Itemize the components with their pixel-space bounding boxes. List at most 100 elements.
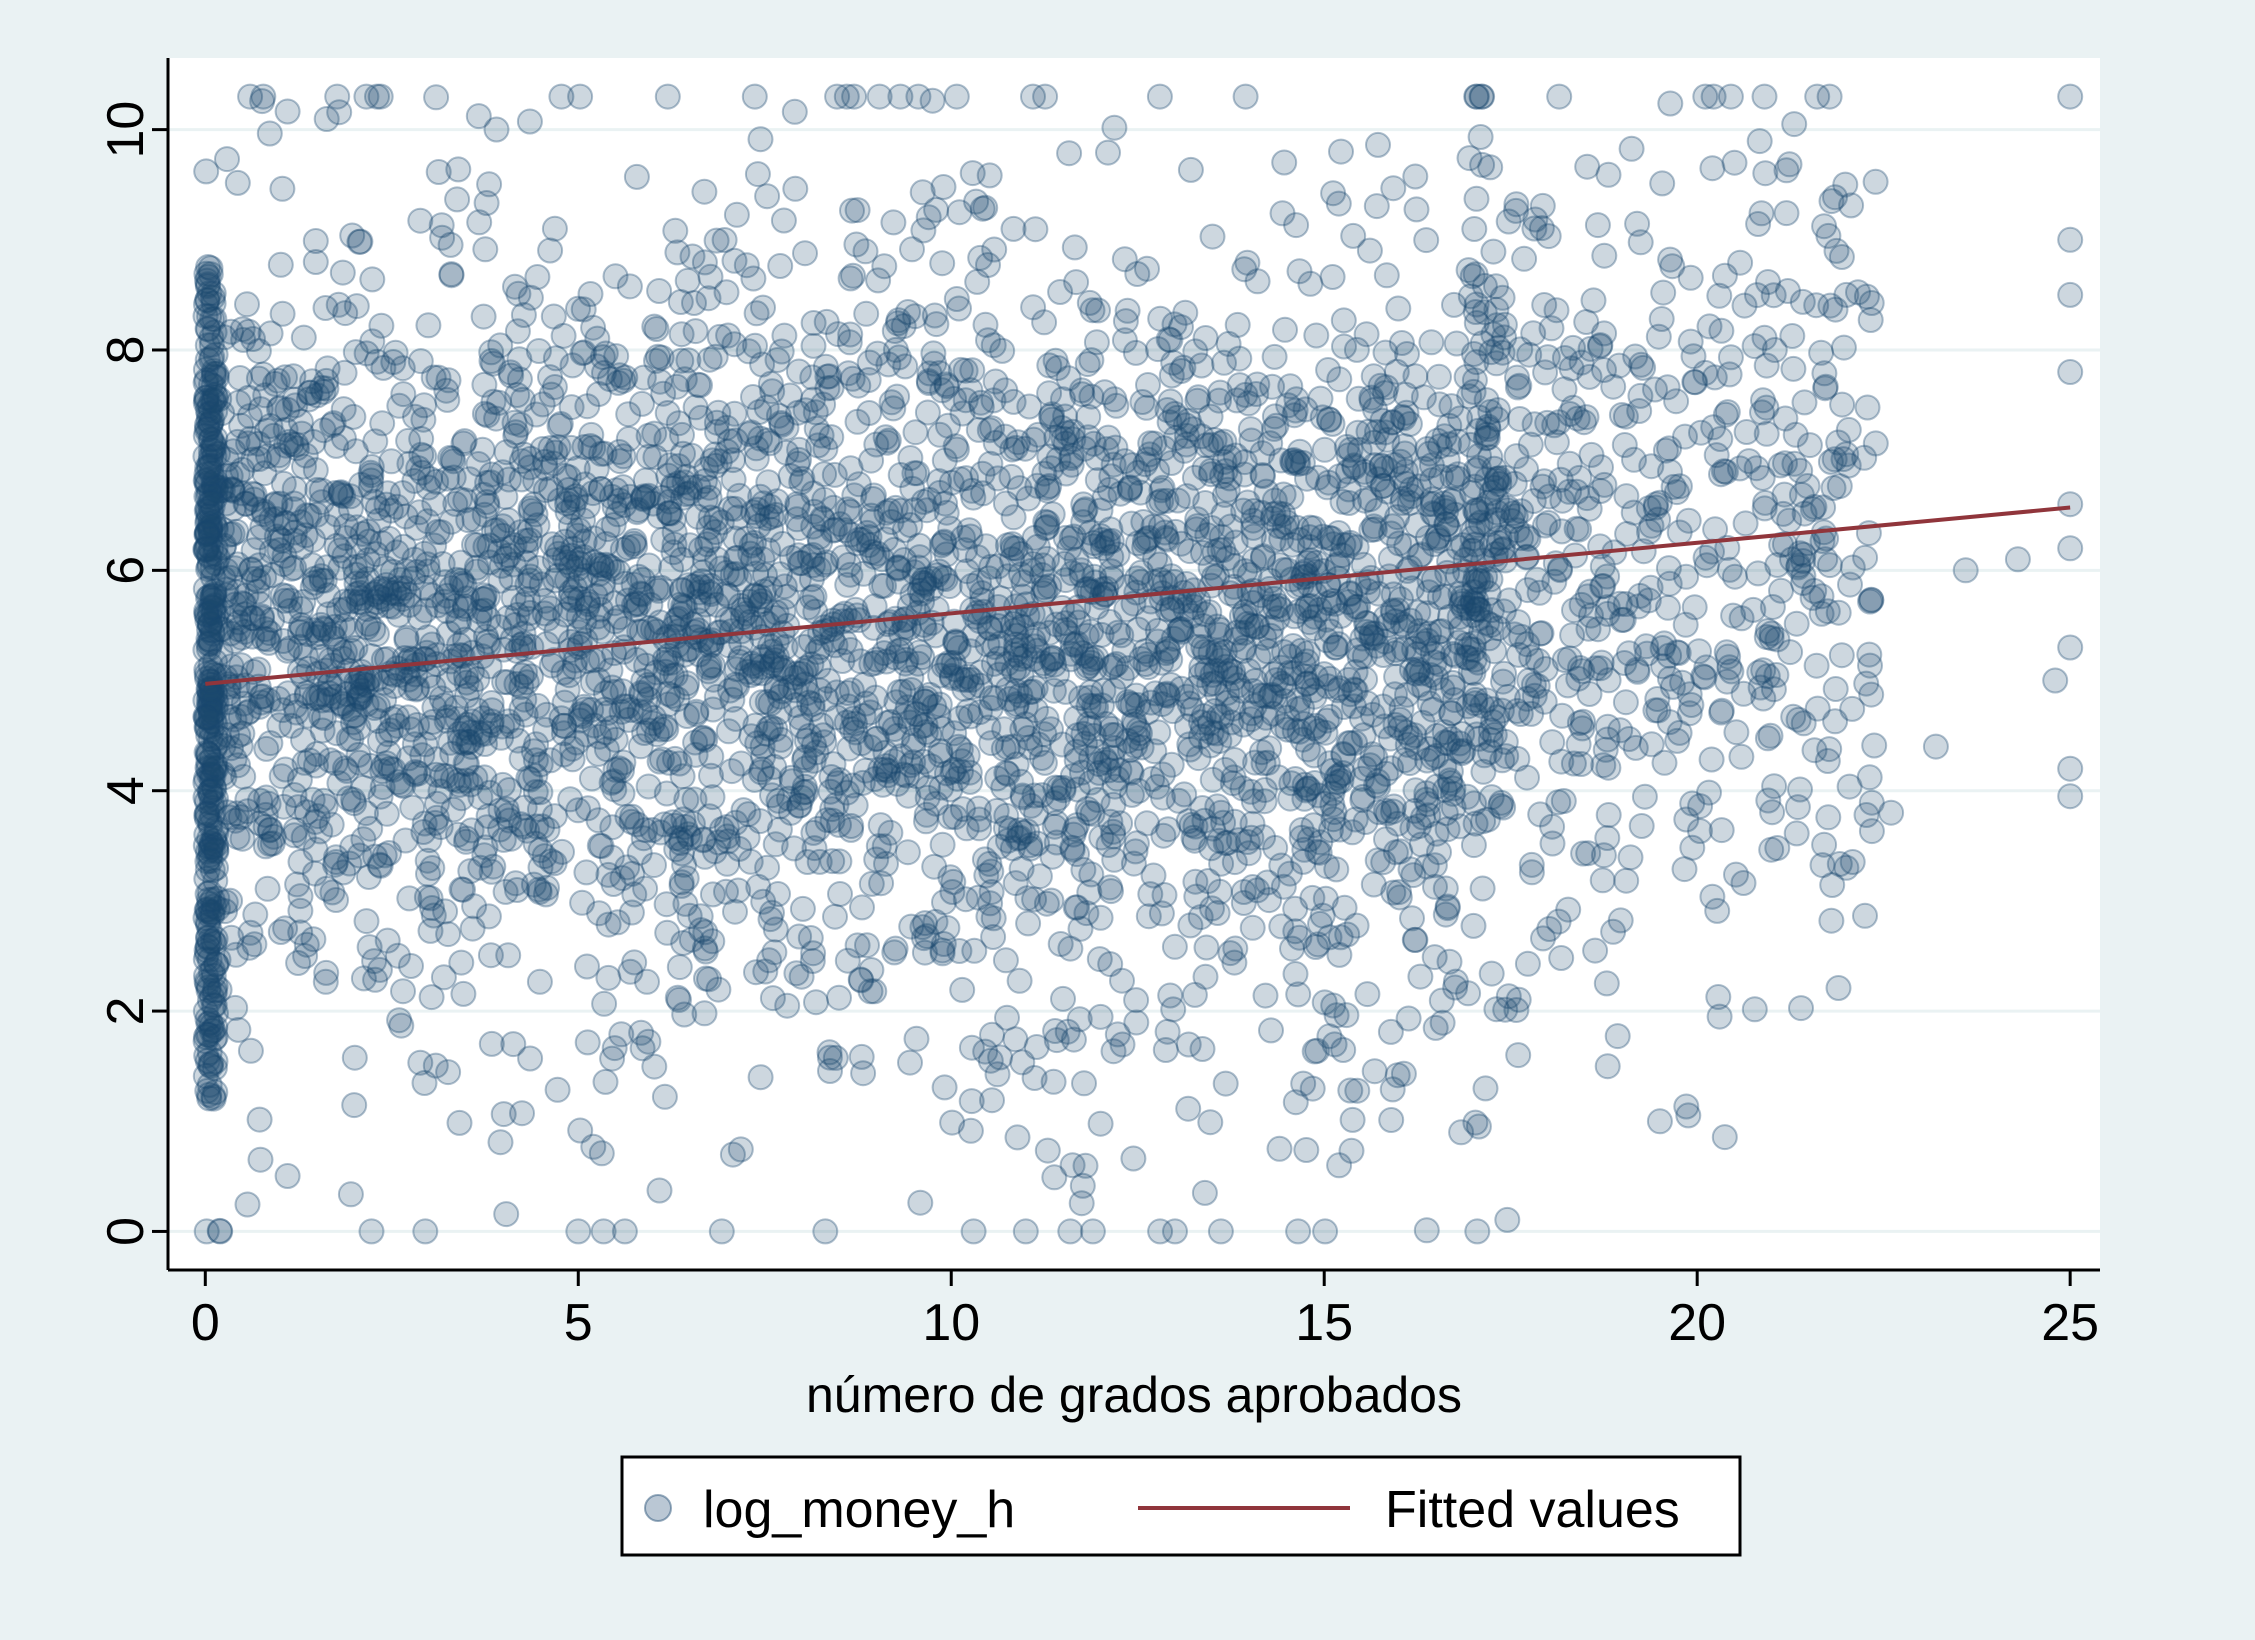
data-point (198, 701, 224, 728)
data-point (1448, 590, 1475, 617)
data-point (333, 681, 360, 707)
data-point (933, 371, 960, 398)
data-point (574, 1029, 601, 1056)
data-point (942, 804, 969, 831)
data-point (977, 890, 1004, 917)
data-point (714, 823, 741, 850)
data-point (1265, 500, 1292, 527)
data-point (1366, 799, 1392, 826)
plot-area (168, 58, 2100, 1270)
data-point (1754, 725, 1781, 752)
data-point (837, 637, 864, 663)
data-point (627, 580, 654, 607)
data-point (964, 268, 991, 295)
data-point (715, 322, 742, 349)
data-point (1185, 745, 1212, 772)
data-point (1122, 838, 1149, 865)
data-point (1315, 357, 1342, 383)
data-point (703, 409, 730, 436)
data-point (1383, 663, 1410, 690)
data-point (946, 199, 973, 226)
data-point (904, 460, 931, 487)
data-point (797, 925, 824, 951)
data-point (1378, 520, 1405, 547)
data-point (976, 162, 1003, 189)
data-point (358, 1218, 385, 1245)
data-point (556, 595, 583, 622)
data-point (417, 885, 444, 912)
data-point (1713, 639, 1740, 666)
data-point (1385, 295, 1412, 322)
data-point (826, 767, 853, 793)
data-point (1226, 345, 1253, 372)
data-point (555, 487, 582, 514)
data-point (1296, 826, 1323, 853)
data-point (1809, 852, 1836, 879)
data-point (808, 712, 835, 739)
data-point (1699, 883, 1726, 910)
data-point (1111, 246, 1138, 273)
data-point (981, 236, 1008, 263)
data-point (717, 677, 743, 704)
data-point (1199, 766, 1226, 793)
data-point (1650, 279, 1677, 306)
data-point (1878, 799, 1905, 826)
data-point (942, 433, 969, 460)
data-point (1294, 775, 1321, 802)
data-point (1198, 719, 1225, 746)
data-point (819, 796, 846, 823)
data-point (1559, 622, 1586, 649)
data-point (1634, 640, 1661, 667)
data-point (1175, 1031, 1202, 1058)
data-point (765, 787, 792, 814)
data-point (1192, 490, 1219, 516)
data-point (784, 450, 811, 477)
data-point (881, 748, 907, 775)
data-point (446, 1109, 473, 1136)
data-point (2042, 667, 2069, 694)
data-point (475, 803, 502, 830)
data-point (810, 722, 837, 749)
data-point (662, 217, 689, 244)
data-point (1071, 497, 1098, 524)
data-point (1021, 886, 1048, 913)
data-point (739, 650, 765, 677)
data-point (1231, 634, 1257, 661)
data-point (774, 992, 801, 1019)
data-point (672, 890, 699, 917)
y-tick-label-5: 10 (97, 101, 155, 159)
data-point (1388, 695, 1415, 722)
data-point (740, 265, 767, 292)
data-point (614, 803, 641, 830)
data-point (809, 505, 836, 532)
data-point (929, 831, 956, 858)
data-point (1679, 834, 1706, 861)
data-point (1014, 818, 1041, 845)
data-point (958, 1088, 985, 1115)
data-point (496, 807, 523, 834)
data-point (1341, 454, 1368, 481)
data-point (366, 956, 393, 983)
data-point (1514, 950, 1541, 977)
data-point (377, 755, 404, 782)
data-point (274, 1163, 301, 1189)
data-point (1084, 445, 1111, 471)
data-point (683, 698, 710, 725)
data-point (1328, 602, 1355, 629)
data-point (1123, 987, 1150, 1014)
data-point (931, 889, 957, 916)
data-point (1613, 867, 1640, 894)
data-point (433, 598, 460, 625)
data-point (1607, 907, 1634, 934)
data-point (589, 555, 616, 582)
data-point (1171, 437, 1198, 464)
data-point (478, 1030, 505, 1057)
data-point (811, 486, 838, 513)
data-point (1204, 793, 1231, 820)
data-point (1220, 658, 1247, 685)
data-point (402, 403, 428, 430)
data-point (1747, 674, 1774, 701)
data-point (1060, 821, 1087, 848)
data-point (914, 399, 941, 426)
data-point (1503, 191, 1530, 218)
